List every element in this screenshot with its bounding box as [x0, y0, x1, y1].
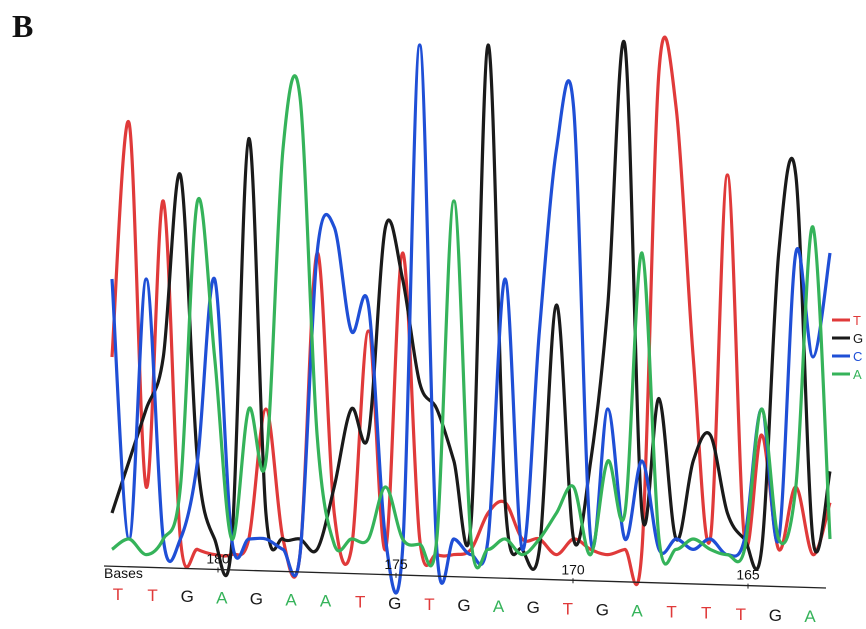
- legend-label-C: C: [853, 349, 862, 364]
- tick-label: 170: [561, 561, 585, 577]
- legend-label-A: A: [853, 367, 862, 382]
- base-call: A: [804, 607, 816, 626]
- base-call: A: [493, 597, 505, 616]
- base-call: T: [113, 585, 123, 604]
- base-call: A: [285, 591, 297, 610]
- base-call: G: [596, 600, 609, 619]
- base-call: G: [181, 587, 194, 606]
- tick-label: 165: [736, 567, 760, 583]
- base-call: A: [320, 592, 332, 611]
- base-call: T: [666, 603, 676, 622]
- base-call: G: [457, 596, 470, 615]
- base-call: G: [527, 598, 540, 617]
- tick-label: 175: [384, 556, 408, 572]
- base-call: A: [631, 602, 643, 621]
- base-call: T: [736, 605, 746, 624]
- base-call: T: [701, 604, 711, 623]
- tick-label: 180: [206, 550, 230, 566]
- bases-axis-line: [104, 566, 826, 588]
- base-call: A: [216, 588, 228, 607]
- base-call: G: [388, 594, 401, 613]
- bases-axis-label: Bases: [104, 565, 143, 581]
- base-call: G: [769, 606, 782, 625]
- trace-G: [112, 41, 830, 575]
- base-call: G: [250, 589, 263, 608]
- base-call: T: [355, 593, 365, 612]
- legend-label-G: G: [853, 331, 863, 346]
- base-call: T: [424, 595, 434, 614]
- legend-label-T: T: [853, 313, 861, 328]
- base-call: T: [563, 599, 573, 618]
- base-call: T: [147, 586, 157, 605]
